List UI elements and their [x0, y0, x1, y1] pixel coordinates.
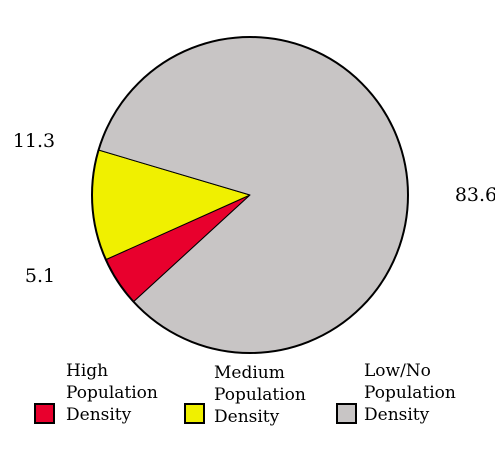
- legend-label-low: Low/No Population Density: [364, 361, 456, 425]
- data-label-low: 83.6: [455, 184, 495, 206]
- legend-label-high: High Population Density: [66, 361, 158, 425]
- legend-swatch-low: [336, 403, 357, 424]
- legend-item-high: High Population Density: [34, 361, 184, 457]
- legend-item-medium: Medium Population Density: [184, 362, 334, 457]
- data-label-high: 5.1: [25, 265, 55, 287]
- legend: High Population Density Medium Populatio…: [0, 361, 495, 457]
- pie-data-labels: 5.1 11.3 83.6: [13, 130, 495, 287]
- legend-label-medium: Medium Population Density: [214, 363, 306, 427]
- legend-item-low: Low/No Population Density: [336, 361, 495, 457]
- legend-swatch-high: [34, 403, 55, 424]
- data-label-medium: 11.3: [13, 130, 55, 152]
- pie-slices: [91, 36, 409, 354]
- legend-swatch-medium: [184, 403, 205, 424]
- pie-chart: 5.1 11.3 83.6: [13, 36, 495, 354]
- pie-outline: [91, 36, 409, 354]
